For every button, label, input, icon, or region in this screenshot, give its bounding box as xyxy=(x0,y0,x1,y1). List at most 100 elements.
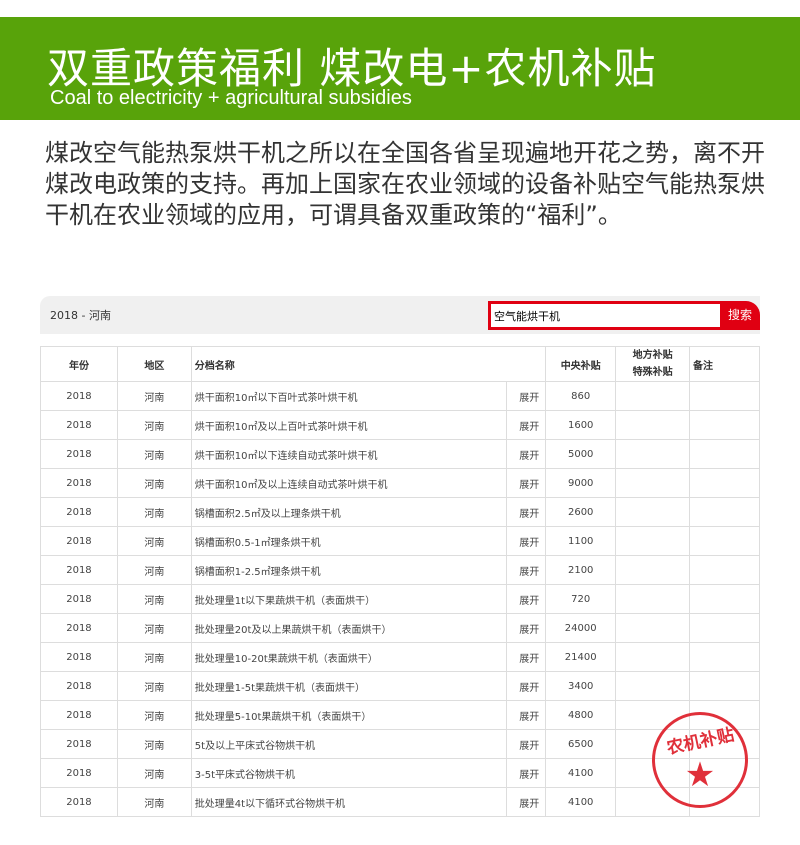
row-note xyxy=(689,613,760,643)
table-row: 2018 河南 烘干面积10㎡以下连续自动式茶叶烘干机 展开 5000 xyxy=(40,439,760,469)
table-row: 2018 河南 锅槽面积1-2.5㎡理条烘干机 展开 2100 xyxy=(40,555,760,585)
row-note xyxy=(689,526,760,556)
header-banner: 双重政策福利 煤改电+农机补贴 Coal to electricity + ag… xyxy=(0,17,800,120)
row-region: 河南 xyxy=(116,758,192,788)
row-local xyxy=(615,381,691,411)
expand-link[interactable]: 展开 xyxy=(506,497,547,527)
row-local xyxy=(615,700,691,730)
row-year: 2018 xyxy=(40,700,118,730)
row-region: 河南 xyxy=(116,642,192,672)
row-region: 河南 xyxy=(116,613,192,643)
table-header: 年份 地区 分档名称 中央补贴 地方补贴 特殊补贴 备注 xyxy=(40,346,760,382)
row-local xyxy=(615,642,691,672)
row-region: 河南 xyxy=(116,410,192,440)
header-name: 分档名称 xyxy=(190,346,547,382)
header-year: 年份 xyxy=(40,346,118,382)
row-central: 4800 xyxy=(545,700,617,730)
table-row: 2018 河南 批处理量1t以下果蔬烘干机（表面烘干） 展开 720 xyxy=(40,584,760,614)
row-year: 2018 xyxy=(40,555,118,585)
row-central: 720 xyxy=(545,584,617,614)
row-region: 河南 xyxy=(116,381,192,411)
row-year: 2018 xyxy=(40,787,118,817)
row-year: 2018 xyxy=(40,439,118,469)
row-name: 5t及以上平床式谷物烘干机 xyxy=(190,729,508,759)
row-name: 烘干面积10㎡及以上百叶式茶叶烘干机 xyxy=(190,410,508,440)
expand-link[interactable]: 展开 xyxy=(506,758,547,788)
subsidy-stamp: 农机补贴 ★ xyxy=(652,712,748,808)
row-local xyxy=(615,584,691,614)
row-region: 河南 xyxy=(116,468,192,498)
row-note xyxy=(689,671,760,701)
row-region: 河南 xyxy=(116,555,192,585)
table-row: 2018 河南 批处理量1-5t果蔬烘干机（表面烘干） 展开 3400 xyxy=(40,671,760,701)
row-note xyxy=(689,497,760,527)
row-central: 860 xyxy=(545,381,617,411)
banner-subtitle: Coal to electricity + agricultural subsi… xyxy=(50,87,412,109)
expand-link[interactable]: 展开 xyxy=(506,555,547,585)
expand-link[interactable]: 展开 xyxy=(506,729,547,759)
expand-link[interactable]: 展开 xyxy=(506,787,547,817)
row-name: 烘干面积10㎡以下连续自动式茶叶烘干机 xyxy=(190,439,508,469)
row-name: 批处理量10-20t果蔬烘干机（表面烘干） xyxy=(190,642,508,672)
table-row: 2018 河南 烘干面积10㎡以下百叶式茶叶烘干机 展开 860 xyxy=(40,381,760,411)
expand-link[interactable]: 展开 xyxy=(506,410,547,440)
row-region: 河南 xyxy=(116,497,192,527)
row-central: 6500 xyxy=(545,729,617,759)
search-box xyxy=(488,301,724,330)
row-central: 3400 xyxy=(545,671,617,701)
row-year: 2018 xyxy=(40,613,118,643)
row-year: 2018 xyxy=(40,729,118,759)
row-local xyxy=(615,613,691,643)
search-panel: 2018 - 河南 搜索 xyxy=(40,296,760,334)
expand-link[interactable]: 展开 xyxy=(506,468,547,498)
table-row: 2018 河南 锅槽面积2.5㎡及以上理条烘干机 展开 2600 xyxy=(40,497,760,527)
row-local xyxy=(615,497,691,527)
row-year: 2018 xyxy=(40,381,118,411)
row-note xyxy=(689,381,760,411)
header-central: 中央补贴 xyxy=(545,346,617,382)
expand-link[interactable]: 展开 xyxy=(506,671,547,701)
row-year: 2018 xyxy=(40,584,118,614)
search-button[interactable]: 搜索 xyxy=(720,301,760,330)
header-local: 地方补贴 特殊补贴 xyxy=(615,346,691,382)
expand-link[interactable]: 展开 xyxy=(506,381,547,411)
row-name: 批处理量1t以下果蔬烘干机（表面烘干） xyxy=(190,584,508,614)
table-row: 2018 河南 锅槽面积0.5-1㎡理条烘干机 展开 1100 xyxy=(40,526,760,556)
expand-link[interactable]: 展开 xyxy=(506,526,547,556)
row-local xyxy=(615,671,691,701)
row-year: 2018 xyxy=(40,642,118,672)
expand-link[interactable]: 展开 xyxy=(506,584,547,614)
row-central: 24000 xyxy=(545,613,617,643)
row-local xyxy=(615,439,691,469)
banner-title: 双重政策福利 煤改电+农机补贴 xyxy=(47,44,657,93)
row-central: 1600 xyxy=(545,410,617,440)
expand-link[interactable]: 展开 xyxy=(506,613,547,643)
header-local1: 地方补贴 xyxy=(632,350,673,361)
row-note xyxy=(689,410,760,440)
row-name: 3-5t平床式谷物烘干机 xyxy=(190,758,508,788)
row-local xyxy=(615,526,691,556)
row-region: 河南 xyxy=(116,439,192,469)
row-central: 2600 xyxy=(545,497,617,527)
star-icon: ★ xyxy=(684,755,716,795)
row-note xyxy=(689,584,760,614)
row-region: 河南 xyxy=(116,671,192,701)
row-name: 烘干面积10㎡以下百叶式茶叶烘干机 xyxy=(190,381,508,411)
row-name: 批处理量4t以下循环式谷物烘干机 xyxy=(190,787,508,817)
table-row: 2018 河南 批处理量5-10t果蔬烘干机（表面烘干） 展开 4800 xyxy=(40,700,760,730)
row-note xyxy=(689,468,760,498)
row-local xyxy=(615,468,691,498)
row-note xyxy=(689,642,760,672)
row-central: 21400 xyxy=(545,642,617,672)
table-row: 2018 河南 批处理量4t以下循环式谷物烘干机 展开 4100 xyxy=(40,787,760,817)
intro-paragraph: 煤改空气能热泵烘干机之所以在全国各省呈现遍地开花之势，离不开煤改电政策的支持。再… xyxy=(45,139,765,229)
row-year: 2018 xyxy=(40,468,118,498)
row-name: 烘干面积10㎡及以上连续自动式茶叶烘干机 xyxy=(190,468,508,498)
search-input[interactable] xyxy=(491,304,717,327)
expand-link[interactable]: 展开 xyxy=(506,642,547,672)
row-name: 锅槽面积2.5㎡及以上理条烘干机 xyxy=(190,497,508,527)
row-note xyxy=(689,555,760,585)
expand-link[interactable]: 展开 xyxy=(506,700,547,730)
expand-link[interactable]: 展开 xyxy=(506,439,547,469)
row-name: 锅槽面积0.5-1㎡理条烘干机 xyxy=(190,526,508,556)
